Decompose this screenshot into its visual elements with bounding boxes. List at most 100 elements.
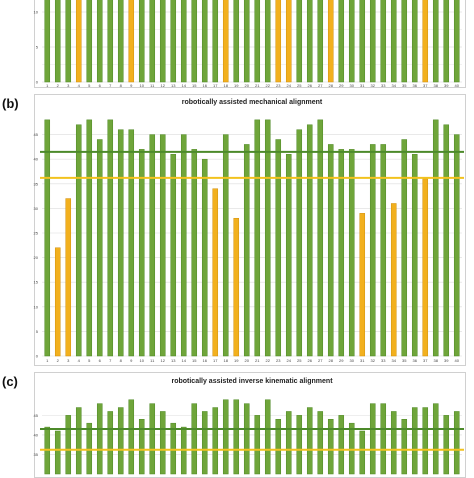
bar (453, 411, 460, 475)
y-tick-label: 15 (34, 280, 39, 285)
y-tick-label: 30 (34, 206, 39, 211)
y-tick-label: 10 (34, 304, 39, 309)
bar (243, 144, 250, 357)
x-tick-label: 2 (57, 358, 60, 363)
bar (44, 0, 51, 83)
y-tick-label: 45 (34, 413, 39, 418)
x-tick-label: 36 (413, 358, 418, 363)
bar (380, 144, 387, 357)
x-tick-label: 17 (213, 83, 218, 88)
x-tick-label: 26 (308, 83, 313, 88)
x-tick-label: 12 (161, 358, 166, 363)
bar (180, 134, 187, 357)
x-tick-label: 33 (381, 358, 386, 363)
bar (128, 129, 135, 357)
bar-highlight (233, 217, 240, 357)
bar (170, 0, 177, 83)
bar (201, 411, 208, 475)
x-tick-label: 24 (287, 83, 292, 88)
x-tick-label: 19 (234, 358, 239, 363)
bar (191, 149, 198, 357)
y-tick-label: 20 (34, 255, 39, 260)
bar (369, 0, 376, 83)
bar (138, 0, 145, 83)
bar (296, 0, 303, 83)
x-tick-label: 25 (297, 83, 302, 88)
bar (285, 154, 292, 357)
x-tick-label: 25 (297, 358, 302, 363)
x-tick-label: 18 (224, 83, 229, 88)
bar (138, 419, 145, 475)
bar-highlight (327, 0, 334, 83)
bar (317, 411, 324, 475)
bar (306, 0, 313, 83)
y-tick-label: 40 (34, 432, 39, 437)
bar (86, 422, 93, 475)
bar-highlight (422, 0, 429, 83)
bar (96, 403, 103, 475)
bar-highlight (222, 0, 229, 83)
bar (453, 0, 460, 83)
x-tick-label: 7 (109, 83, 112, 88)
bar (327, 144, 334, 357)
bar (317, 119, 324, 357)
x-tick-label: 40 (455, 83, 460, 88)
y-tick-label: 10 (34, 10, 39, 15)
bar (390, 411, 397, 475)
x-tick-label: 5 (88, 358, 91, 363)
x-tick-label: 13 (171, 358, 176, 363)
x-tick-label: 1 (46, 358, 49, 363)
bar (432, 119, 439, 357)
bar (212, 407, 219, 475)
bar (338, 0, 345, 83)
y-tick-label: 35 (34, 181, 39, 186)
bar (117, 129, 124, 357)
bar (264, 0, 271, 83)
x-tick-label: 13 (171, 83, 176, 88)
bar (65, 415, 72, 475)
bar (327, 419, 334, 475)
bar (264, 399, 271, 475)
bar (443, 415, 450, 475)
x-tick-label: 29 (339, 358, 344, 363)
bar (254, 0, 261, 83)
x-tick-label: 9 (130, 83, 133, 88)
x-tick-label: 33 (381, 83, 386, 88)
bar (201, 158, 208, 357)
bar-highlight (75, 0, 82, 83)
y-tick-label: 45 (34, 132, 39, 137)
bar (159, 0, 166, 83)
bar (443, 124, 450, 357)
x-tick-label: 35 (402, 358, 407, 363)
bar (191, 403, 198, 475)
x-tick-label: 22 (266, 358, 271, 363)
bar (390, 0, 397, 83)
bar (191, 0, 198, 83)
bar (222, 399, 229, 475)
bar (380, 403, 387, 475)
bar (338, 415, 345, 475)
bar (212, 0, 219, 83)
x-tick-label: 8 (120, 358, 123, 363)
x-tick-label: 27 (318, 83, 323, 88)
x-tick-label: 8 (120, 83, 123, 88)
x-tick-label: 22 (266, 83, 271, 88)
bar (86, 0, 93, 83)
bar (117, 407, 124, 475)
x-tick-label: 27 (318, 358, 323, 363)
x-tick-label: 31 (360, 83, 365, 88)
x-tick-label: 28 (329, 83, 334, 88)
bar-highlight (359, 213, 366, 357)
bar (159, 411, 166, 475)
bar (401, 0, 408, 83)
bar (170, 422, 177, 475)
bar (138, 149, 145, 357)
x-tick-label: 26 (308, 358, 313, 363)
chart-title: robotically assisted inverse kinematic a… (171, 378, 333, 385)
bar (348, 0, 355, 83)
x-tick-label: 6 (99, 83, 102, 88)
bar (296, 415, 303, 475)
